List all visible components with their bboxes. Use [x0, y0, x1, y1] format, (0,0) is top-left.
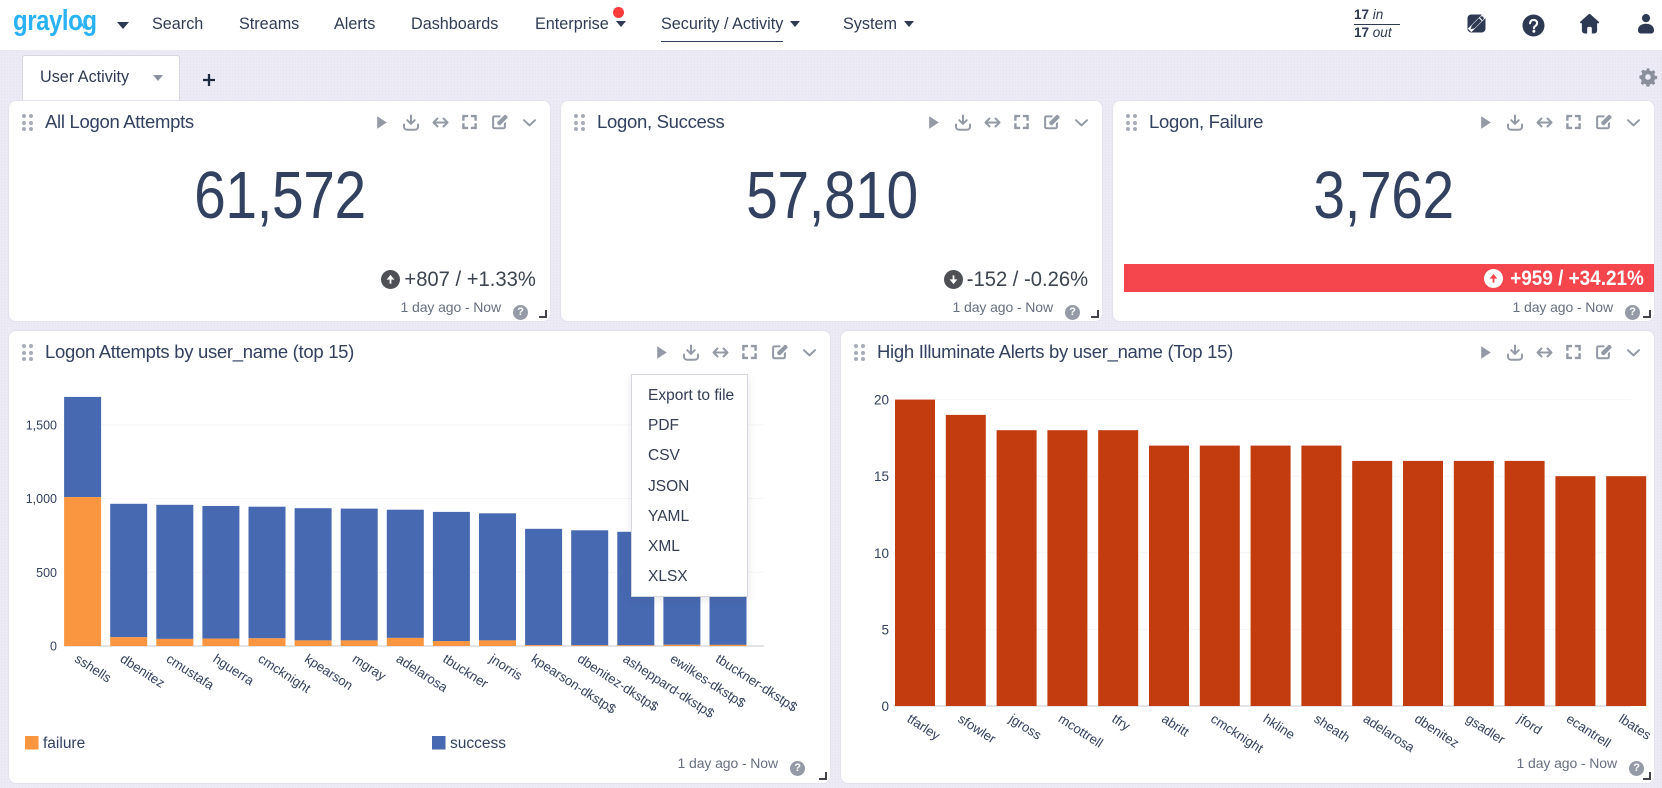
svg-text:abritt: abritt [1159, 711, 1192, 740]
svg-text:lbates: lbates [1616, 711, 1654, 743]
svg-text:dbenitez: dbenitez [118, 651, 168, 691]
svg-text:adelarosa: adelarosa [1361, 711, 1418, 755]
svg-text:sfowler: sfowler [955, 711, 999, 747]
svg-text:500: 500 [36, 566, 57, 580]
svg-text:0: 0 [50, 640, 57, 654]
svg-text:dbenitez-dkstp$: dbenitez-dkstp$ [575, 651, 662, 715]
svg-text:0: 0 [881, 699, 889, 714]
svg-text:adelarosa: adelarosa [394, 651, 451, 695]
svg-text:dbenitez: dbenitez [1412, 711, 1462, 751]
svg-text:mcottrell: mcottrell [1056, 711, 1106, 751]
svg-text:cmustafa: cmustafa [164, 651, 218, 693]
svg-text:5: 5 [881, 622, 889, 637]
svg-text:jgross: jgross [1006, 710, 1045, 743]
svg-text:hkline: hkline [1261, 711, 1298, 742]
svg-text:cmcknight: cmcknight [1208, 711, 1266, 756]
svg-text:kpearson-dkstp$: kpearson-dkstp$ [529, 651, 619, 717]
svg-text:success: success [450, 735, 506, 752]
svg-text:tfarley: tfarley [905, 711, 944, 743]
svg-text:hguerra: hguerra [210, 651, 257, 689]
svg-text:ecantrell: ecantrell [1564, 711, 1614, 751]
svg-text:15: 15 [874, 469, 889, 484]
svg-text:mgray: mgray [350, 651, 389, 684]
svg-text:jford: jford [1514, 710, 1545, 737]
svg-text:jnorris: jnorris [486, 650, 525, 683]
svg-text:tfry: tfry [1109, 711, 1133, 734]
svg-text:20: 20 [874, 393, 889, 408]
svg-text:1,500: 1,500 [26, 418, 57, 432]
svg-text:1,000: 1,000 [26, 492, 57, 506]
svg-text:10: 10 [874, 546, 889, 561]
svg-text:sheath: sheath [1311, 711, 1352, 745]
svg-text:gsadler: gsadler [1463, 711, 1508, 747]
svg-text:failure: failure [43, 735, 85, 752]
svg-text:sshells: sshells [72, 651, 114, 686]
